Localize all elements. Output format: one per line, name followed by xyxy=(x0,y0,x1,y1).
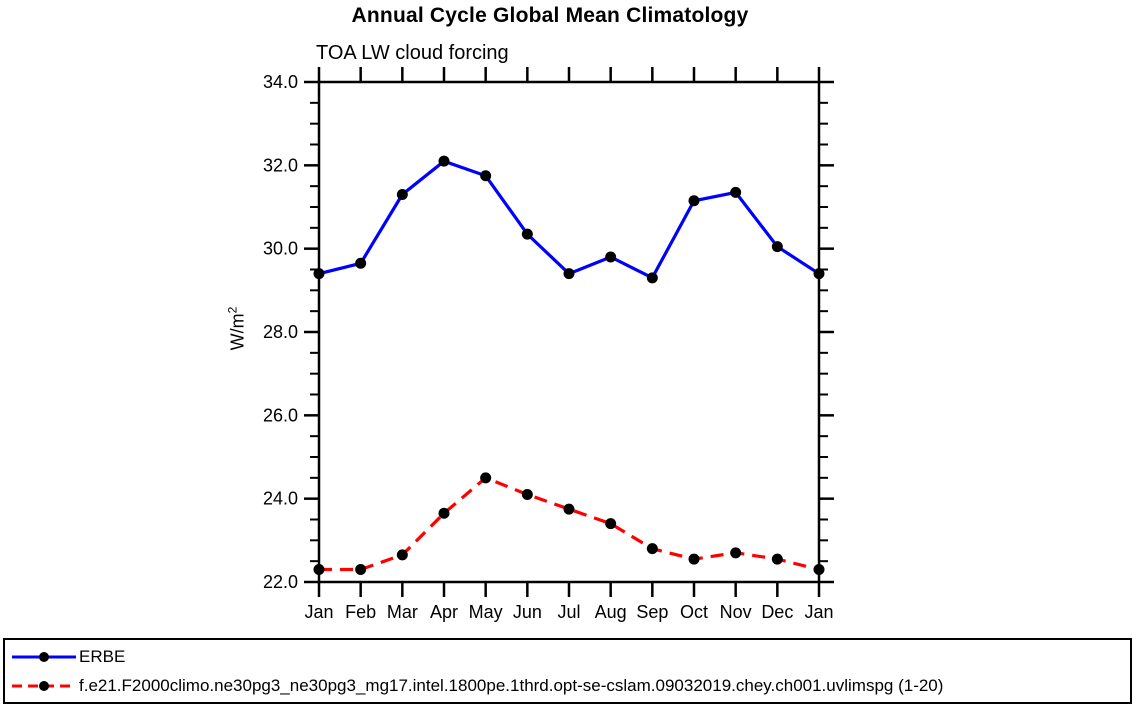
y-tick-label: 32.0 xyxy=(263,155,298,175)
series-marker xyxy=(438,507,450,519)
series-line-1 xyxy=(319,475,820,572)
x-tick-label: Jun xyxy=(513,602,542,622)
x-tick-label: Dec xyxy=(761,602,793,622)
x-tick-label: Feb xyxy=(345,602,376,622)
x-tick-label: Aug xyxy=(595,602,627,622)
series-marker xyxy=(813,268,825,280)
series-marker xyxy=(688,195,700,207)
chart-title: Annual Cycle Global Mean Climatology xyxy=(351,4,749,27)
x-axis-ticks xyxy=(317,67,821,597)
series-marker xyxy=(563,268,575,280)
series-marker xyxy=(771,241,783,253)
series-marker xyxy=(605,251,617,263)
y-axis-unit-exponent: 2 xyxy=(225,306,240,314)
series-marker xyxy=(355,257,367,269)
legend-sample-line-model xyxy=(12,680,76,691)
series-marker xyxy=(396,189,408,200)
y-axis-tick-labels: 22.0 24.0 26.0 28.0 30.0 32.0 34.0 xyxy=(263,72,298,592)
series-marker xyxy=(605,518,617,530)
chart-subtitle: TOA LW cloud forcing xyxy=(316,42,509,64)
series-line-0 xyxy=(318,159,820,280)
y-tick-label: 22.0 xyxy=(263,572,298,592)
x-tick-label: Apr xyxy=(430,602,458,622)
series-marker xyxy=(688,553,700,565)
y-tick-label: 30.0 xyxy=(263,239,298,259)
series-marker xyxy=(771,553,783,565)
series-marker xyxy=(813,564,825,575)
x-tick-label: May xyxy=(469,602,503,622)
x-axis-tick-labels: Jan Feb Mar Apr May Jun Jul Aug Sep Oct Nov Dec Jan xyxy=(304,602,833,622)
series-marker xyxy=(313,564,325,575)
x-tick-label: Nov xyxy=(720,602,752,622)
y-axis-unit-label: W/m2 xyxy=(226,289,249,369)
series-marker xyxy=(563,503,575,515)
x-tick-label: Jul xyxy=(557,602,580,622)
y-tick-label: 26.0 xyxy=(263,405,298,425)
series-1 xyxy=(313,472,825,575)
legend-row-erbe: ERBE xyxy=(5,642,1130,671)
y-tick-label: 28.0 xyxy=(263,322,298,342)
y-axis-unit-base: W/m xyxy=(227,313,248,351)
series-marker xyxy=(646,543,658,555)
legend-sample-line-erbe xyxy=(12,651,76,662)
legend-sample-marker xyxy=(39,651,49,662)
series-0 xyxy=(313,155,825,284)
series-marker xyxy=(480,170,492,182)
series-marker xyxy=(730,547,742,559)
legend-label-model: f.e21.F2000climo.ne30pg3_ne30pg3_mg17.in… xyxy=(79,675,944,695)
series-marker xyxy=(355,564,367,575)
series-marker xyxy=(396,549,408,561)
y-tick-label: 24.0 xyxy=(263,489,298,509)
legend-row-model: f.e21.F2000climo.ne30pg3_ne30pg3_mg17.in… xyxy=(5,671,1130,700)
series-marker xyxy=(521,489,533,500)
y-tick-label: 34.0 xyxy=(263,72,298,92)
series-marker xyxy=(646,272,658,284)
x-tick-label: Sep xyxy=(636,602,668,622)
x-tick-label: Oct xyxy=(680,602,708,622)
series-marker xyxy=(480,472,492,484)
legend-sample-marker xyxy=(39,680,49,691)
series-marker xyxy=(438,155,450,167)
x-tick-label: Jan xyxy=(304,602,333,622)
legend-label-erbe: ERBE xyxy=(79,646,126,666)
series-marker xyxy=(730,186,742,198)
legend-box: ERBE f.e21.F2000climo.ne30pg3_ne30pg3_mg… xyxy=(3,638,1132,704)
x-tick-label: Jan xyxy=(804,602,833,622)
y-axis-ticks xyxy=(304,80,834,584)
series-marker xyxy=(521,228,533,240)
x-tick-label: Mar xyxy=(387,602,418,622)
series-marker xyxy=(313,268,325,280)
